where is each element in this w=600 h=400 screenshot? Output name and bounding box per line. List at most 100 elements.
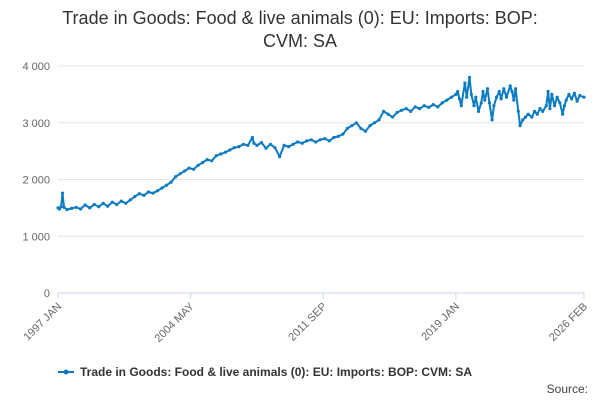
data-point[interactable] bbox=[268, 142, 273, 146]
data-point[interactable] bbox=[481, 89, 485, 94]
data-point[interactable] bbox=[368, 124, 372, 128]
data-point[interactable] bbox=[309, 138, 313, 142]
data-point[interactable] bbox=[391, 115, 395, 119]
data-point[interactable] bbox=[538, 107, 542, 111]
data-point[interactable] bbox=[115, 202, 119, 207]
data-point[interactable] bbox=[57, 207, 62, 211]
legend[interactable]: Trade in Goods: Food & live animals (0):… bbox=[58, 365, 472, 379]
data-point[interactable] bbox=[564, 98, 568, 102]
data-point[interactable] bbox=[497, 89, 501, 94]
data-point[interactable] bbox=[512, 98, 516, 102]
data-point[interactable] bbox=[479, 101, 483, 105]
data-point[interactable] bbox=[70, 206, 74, 210]
data-point[interactable] bbox=[413, 105, 417, 109]
data-point[interactable] bbox=[237, 145, 241, 149]
data-point[interactable] bbox=[436, 105, 440, 109]
data-point[interactable] bbox=[395, 110, 399, 115]
data-point[interactable] bbox=[65, 208, 69, 212]
data-point[interactable] bbox=[502, 87, 506, 91]
data-point[interactable] bbox=[561, 112, 565, 116]
data-point[interactable] bbox=[508, 84, 512, 88]
data-point[interactable] bbox=[476, 109, 481, 113]
data-point[interactable] bbox=[250, 135, 254, 140]
data-point[interactable] bbox=[558, 101, 562, 105]
data-point[interactable] bbox=[526, 112, 530, 116]
data-point[interactable] bbox=[83, 203, 87, 207]
data-point[interactable] bbox=[535, 112, 539, 116]
data-point[interactable] bbox=[146, 190, 150, 194]
data-point[interactable] bbox=[456, 89, 460, 94]
data-point[interactable] bbox=[372, 121, 377, 125]
data-point[interactable] bbox=[232, 146, 236, 150]
data-point[interactable] bbox=[228, 148, 232, 152]
data-point[interactable] bbox=[541, 109, 545, 113]
data-point[interactable] bbox=[60, 191, 65, 195]
data-point[interactable] bbox=[454, 92, 458, 96]
data-point[interactable] bbox=[74, 205, 78, 209]
data-point[interactable] bbox=[336, 134, 340, 138]
data-point[interactable] bbox=[552, 104, 557, 108]
data-point[interactable] bbox=[264, 146, 268, 150]
data-point[interactable] bbox=[578, 93, 582, 98]
data-point[interactable] bbox=[133, 194, 137, 199]
data-point[interactable] bbox=[445, 98, 449, 102]
data-point[interactable] bbox=[241, 142, 245, 146]
data-point[interactable] bbox=[350, 124, 354, 128]
data-point[interactable] bbox=[223, 150, 227, 154]
data-point[interactable] bbox=[332, 135, 336, 140]
data-point[interactable] bbox=[487, 101, 491, 105]
data-point[interactable] bbox=[516, 109, 520, 113]
data-point[interactable] bbox=[377, 118, 381, 122]
data-point[interactable] bbox=[201, 160, 205, 165]
data-point[interactable] bbox=[544, 104, 548, 108]
data-point[interactable] bbox=[278, 155, 282, 159]
data-point[interactable] bbox=[124, 201, 128, 205]
data-point[interactable] bbox=[59, 205, 63, 209]
data-point[interactable] bbox=[287, 145, 291, 149]
data-point[interactable] bbox=[214, 154, 218, 158]
data-point[interactable] bbox=[495, 95, 499, 99]
data-point[interactable] bbox=[427, 105, 431, 109]
data-point[interactable] bbox=[305, 139, 309, 143]
data-point[interactable] bbox=[97, 205, 101, 209]
data-point[interactable] bbox=[119, 199, 123, 203]
data-point[interactable] bbox=[510, 89, 514, 94]
data-point[interactable] bbox=[155, 189, 160, 193]
data-point[interactable] bbox=[164, 183, 169, 187]
data-point[interactable] bbox=[210, 159, 214, 163]
data-point[interactable] bbox=[252, 141, 256, 145]
data-point[interactable] bbox=[418, 107, 422, 111]
data-point[interactable] bbox=[555, 95, 559, 99]
data-point[interactable] bbox=[296, 140, 300, 144]
data-point[interactable] bbox=[582, 95, 586, 99]
data-point[interactable] bbox=[106, 204, 110, 208]
data-point[interactable] bbox=[570, 97, 574, 101]
data-point[interactable] bbox=[219, 152, 223, 156]
data-point[interactable] bbox=[174, 175, 178, 179]
data-point[interactable] bbox=[575, 99, 579, 103]
data-point[interactable] bbox=[499, 97, 503, 101]
data-point[interactable] bbox=[422, 104, 426, 108]
data-point[interactable] bbox=[518, 124, 522, 128]
data-point[interactable] bbox=[169, 180, 173, 184]
data-point[interactable] bbox=[88, 206, 92, 210]
data-point[interactable] bbox=[137, 192, 141, 196]
data-point[interactable] bbox=[490, 118, 494, 122]
data-point[interactable] bbox=[255, 143, 259, 147]
data-point[interactable] bbox=[79, 207, 83, 211]
data-point[interactable] bbox=[523, 115, 528, 119]
data-point[interactable] bbox=[345, 126, 349, 130]
data-point[interactable] bbox=[318, 138, 322, 142]
data-point[interactable] bbox=[363, 129, 368, 133]
data-point[interactable] bbox=[151, 191, 155, 195]
data-point[interactable] bbox=[404, 107, 408, 111]
data-point[interactable] bbox=[474, 95, 478, 99]
data-point[interactable] bbox=[457, 97, 462, 101]
data-point[interactable] bbox=[465, 95, 469, 99]
data-point[interactable] bbox=[323, 137, 327, 141]
data-point[interactable] bbox=[62, 205, 66, 209]
data-point[interactable] bbox=[192, 167, 196, 171]
data-point[interactable] bbox=[467, 75, 472, 79]
data-point[interactable] bbox=[341, 132, 345, 136]
data-point[interactable] bbox=[382, 109, 386, 113]
